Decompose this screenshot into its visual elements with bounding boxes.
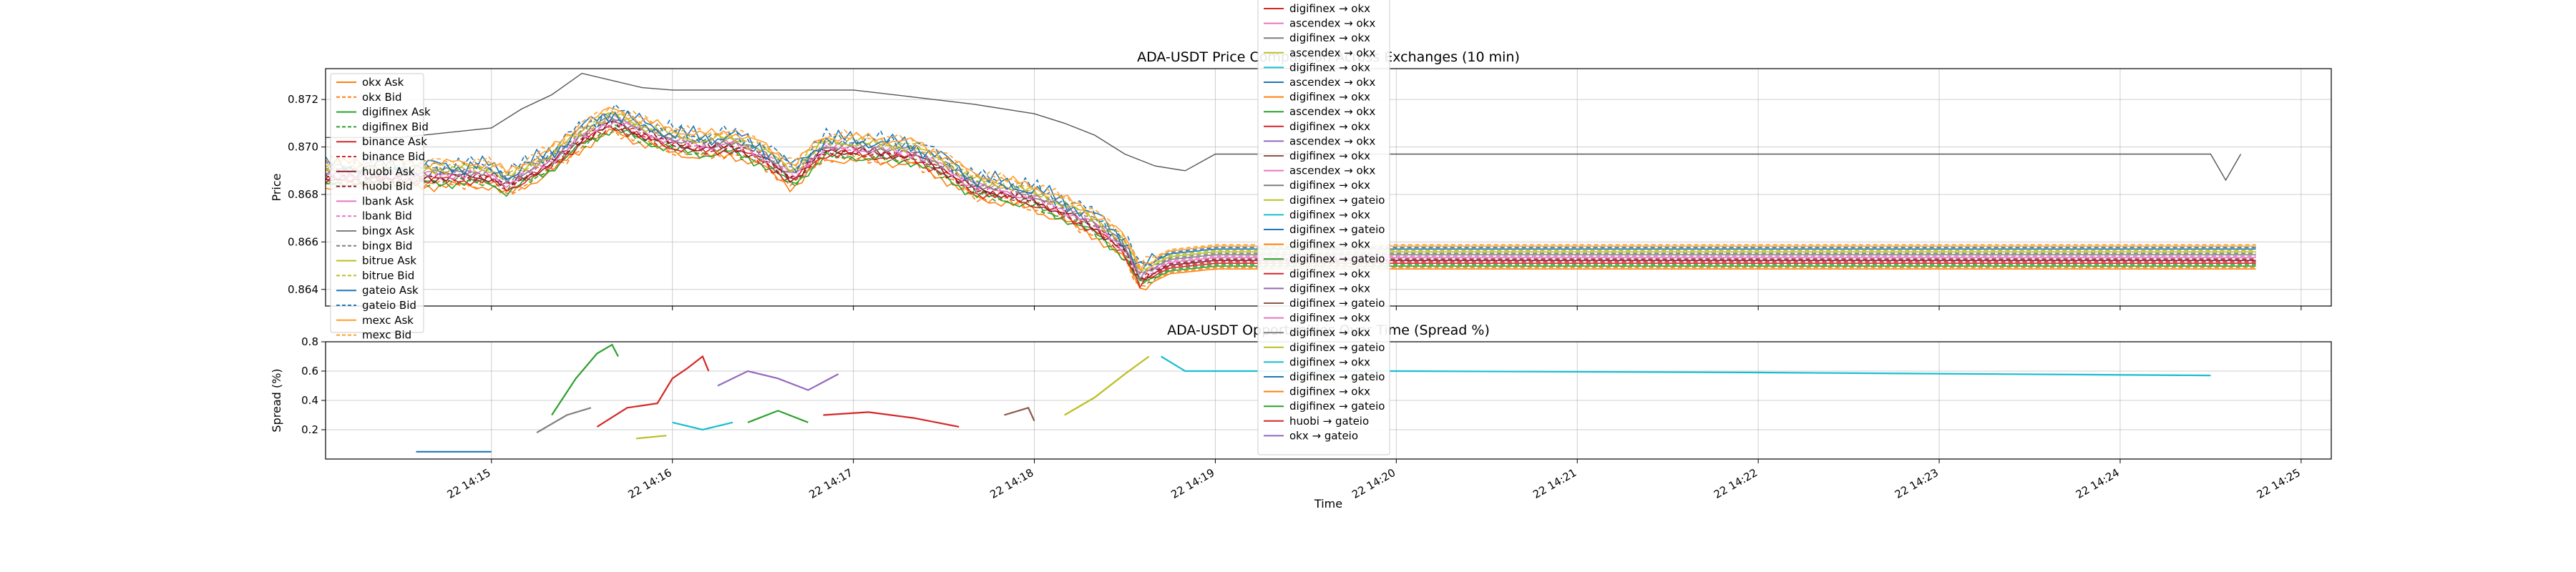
legend-label: digifinex → gateio (1289, 223, 1385, 236)
price-line-digifinex-bid (326, 124, 2256, 287)
spread-line-7 (747, 410, 809, 423)
x-tick-label: 22 14:16 (626, 466, 674, 501)
spread-line-6 (717, 370, 839, 391)
legend-label: mexc Ask (362, 314, 414, 327)
y-tick-label: 0.6 (301, 365, 318, 378)
x-tick-label: 22 14:21 (1531, 466, 1579, 501)
spread-line-3 (596, 355, 710, 428)
price-legend-box (330, 73, 424, 333)
legend-label: huobi Bid (362, 180, 413, 193)
legend-label: digifinex → gateio (1289, 370, 1385, 383)
y-tick-label: 0.4 (301, 394, 318, 407)
legend-label: bitrue Ask (362, 255, 416, 267)
y-tick-label: 0.872 (288, 93, 318, 106)
y-tick-label: 0.870 (288, 141, 318, 154)
legend-label: digifinex → okx (1289, 120, 1370, 133)
legend-label: digifinex → okx (1289, 149, 1370, 162)
legend-label: bitrue Bid (362, 269, 414, 282)
spread-line-2 (551, 343, 619, 416)
legend-label: okx Bid (362, 91, 402, 104)
legend-label: digifinex Bid (362, 120, 429, 133)
legend-label: digifinex → gateio (1289, 194, 1385, 207)
legend-label: gateio Bid (362, 299, 416, 312)
price-line-mexc-bid (326, 107, 2256, 268)
spread-line-5 (672, 421, 733, 431)
legend-label: digifinex → okx (1289, 31, 1370, 44)
legend-label: ascendex → okx (1289, 105, 1375, 118)
legend-label: digifinex → okx (1289, 312, 1370, 325)
x-tick-label: 22 14:20 (1350, 466, 1397, 501)
legend-label: lbank Ask (362, 194, 414, 207)
legend-label: huobi → gateio (1289, 415, 1369, 428)
legend-label: digifinex → okx (1289, 282, 1370, 295)
legend-label: digifinex → okx (1289, 179, 1370, 192)
spread-line-8 (823, 411, 960, 428)
y-tick-label: 0.868 (288, 188, 318, 201)
legend-label: binance Ask (362, 135, 427, 148)
spread-line-9 (1004, 406, 1035, 422)
x-tick-label: 22 14:23 (1893, 466, 1941, 501)
legend-label: digifinex Ask (362, 106, 431, 119)
legend-label: digifinex → okx (1289, 208, 1370, 221)
x-tick-label: 22 14:18 (987, 466, 1035, 501)
legend-label: gateio Ask (362, 284, 419, 297)
legend-label: digifinex → okx (1289, 385, 1370, 398)
legend-label: bingx Ask (362, 225, 414, 237)
x-tick-label: 22 14:17 (807, 466, 855, 501)
x-tick-label: 22 14:22 (1712, 466, 1760, 501)
x-axis-label: Time (1314, 497, 1342, 511)
spread-legend-box (1257, 0, 1390, 455)
x-tick-label: 22 14:15 (445, 466, 493, 501)
legend-label: huobi Ask (362, 165, 415, 178)
y-axis-label: Price (270, 173, 283, 201)
legend-label: mexc Bid (362, 329, 411, 342)
legend-label: ascendex → okx (1289, 164, 1375, 177)
legend-label: digifinex → okx (1289, 326, 1370, 339)
y-tick-label: 0.866 (288, 235, 318, 248)
x-tick-label: 22 14:25 (2255, 466, 2303, 501)
legend-label: digifinex → okx (1289, 355, 1370, 368)
legend-label: lbank Bid (362, 209, 412, 222)
legend-label: okx → gateio (1289, 429, 1358, 442)
y-tick-label: 0.2 (301, 423, 318, 436)
y-tick-label: 0.864 (288, 283, 318, 296)
legend-label: digifinex → okx (1289, 267, 1370, 280)
legend-label: digifinex → okx (1289, 91, 1370, 104)
y-tick-label: 0.8 (301, 335, 318, 348)
reference-line (326, 72, 2242, 182)
legend-label: binance Bid (362, 150, 425, 163)
y-axis-label: Spread (%) (270, 368, 283, 432)
legend-label: digifinex → okx (1289, 2, 1370, 15)
legend-label: digifinex → gateio (1289, 341, 1385, 354)
legend-label: bingx Bid (362, 240, 412, 252)
x-tick-label: 22 14:19 (1169, 466, 1216, 501)
legend-label: ascendex → okx (1289, 17, 1375, 30)
legend-label: digifinex → okx (1289, 61, 1370, 74)
x-tick-label: 22 14:24 (2074, 466, 2122, 501)
legend-label: digifinex → gateio (1289, 297, 1385, 310)
spread-line-4 (635, 435, 667, 440)
spread-line-10 (1064, 355, 1150, 416)
legend-label: digifinex → gateio (1289, 400, 1385, 413)
legend-label: digifinex → okx (1289, 238, 1370, 251)
legend-label: ascendex → okx (1289, 76, 1375, 89)
legend-label: ascendex → okx (1289, 46, 1375, 59)
spread-line-1 (536, 407, 592, 434)
legend-label: digifinex → gateio (1289, 252, 1385, 265)
legend-label: ascendex → okx (1289, 134, 1375, 147)
legend-label: okx Ask (362, 76, 404, 89)
